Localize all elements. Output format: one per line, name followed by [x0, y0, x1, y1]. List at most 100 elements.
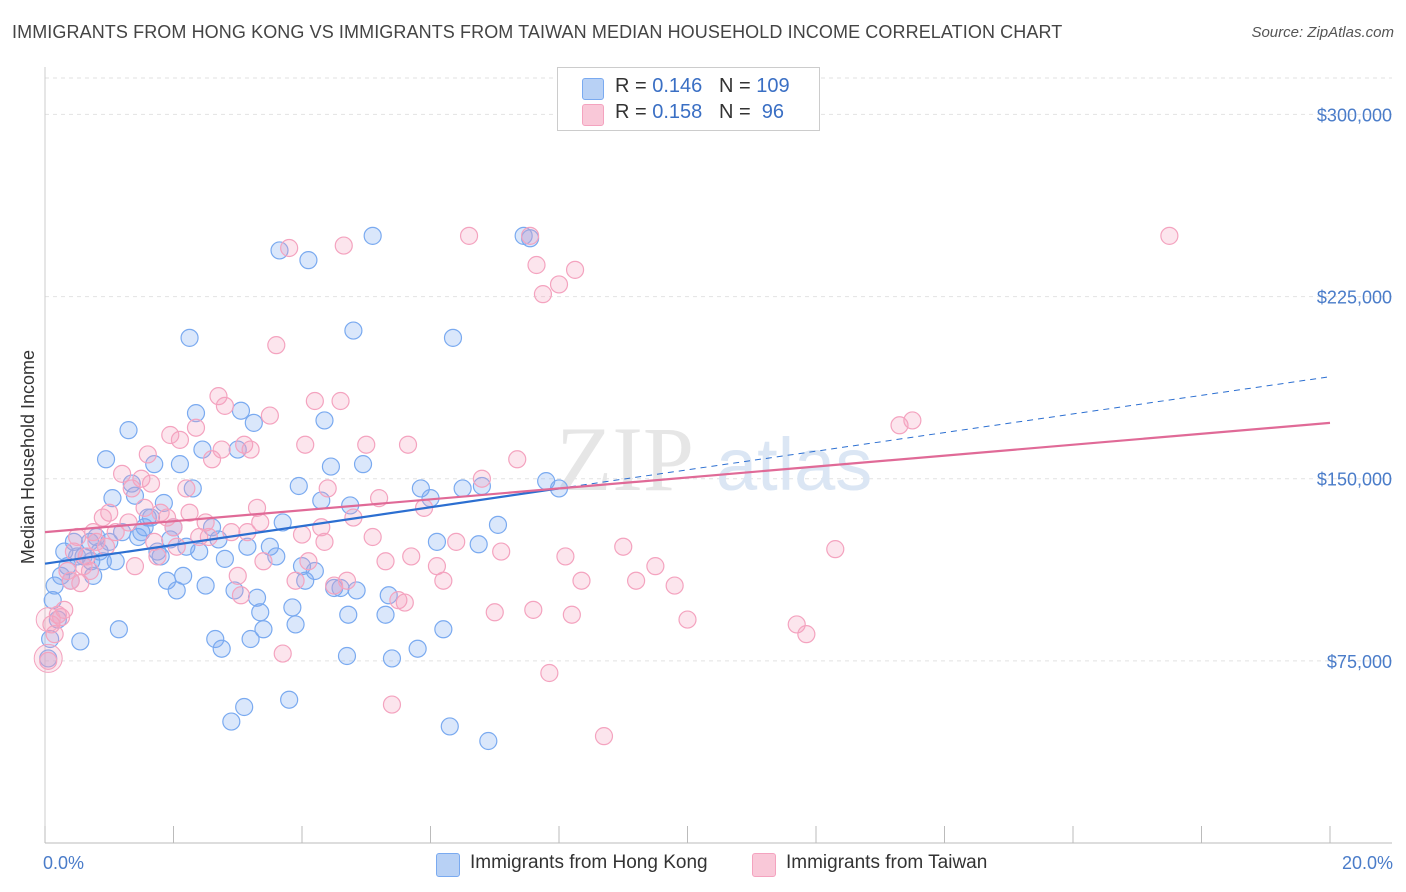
x-tick-label-max: 20.0%	[1342, 853, 1393, 873]
hong-kong-point	[315, 411, 334, 430]
taiwan-point	[665, 576, 684, 595]
taiwan-point	[540, 663, 559, 683]
hong-kong-point	[196, 576, 215, 595]
hong-kong-point	[103, 489, 122, 508]
hong-kong-point	[193, 440, 212, 459]
taiwan-point	[305, 391, 324, 411]
taiwan-point	[251, 513, 270, 532]
hong-kong-point	[408, 639, 427, 658]
hong-kong-point	[280, 690, 299, 709]
taiwan-point	[797, 625, 816, 644]
hong-kong-point	[379, 586, 398, 605]
taiwan-point	[826, 540, 845, 559]
hong-kong-point	[238, 537, 257, 556]
y-tick-label: $150,000	[1317, 470, 1392, 490]
hong-kong-point	[96, 450, 116, 469]
hong-kong-point	[212, 639, 231, 658]
taiwan-point	[119, 513, 138, 532]
taiwan-point	[562, 605, 581, 624]
hong-kong-point	[154, 493, 173, 513]
legend-r-value: 0.146	[652, 75, 703, 97]
taiwan-point	[125, 557, 145, 576]
bottom-legend-label-hong-kong: Immigrants from Hong Kong	[470, 852, 708, 873]
hong-kong-point	[296, 571, 315, 590]
taiwan-point	[678, 610, 697, 629]
taiwan-point	[286, 571, 305, 590]
hong-kong-point	[145, 455, 164, 474]
hong-kong-point	[119, 421, 138, 440]
taiwan-point	[508, 450, 527, 469]
taiwan-point	[315, 532, 334, 551]
hong-kong-point	[109, 620, 128, 639]
taiwan-point	[1160, 226, 1179, 245]
taiwan-point	[556, 547, 575, 566]
taiwan-point	[212, 440, 231, 459]
taiwan-point	[594, 727, 614, 746]
taiwan-point	[215, 396, 234, 415]
chart-title: IMMIGRANTS FROM HONG KONG VS IMMIGRANTS …	[12, 22, 1063, 42]
taiwan-point	[903, 411, 922, 430]
taiwan-point	[787, 615, 806, 634]
taiwan-point	[132, 469, 151, 488]
taiwan-point	[241, 440, 260, 459]
hong-kong-point	[222, 712, 241, 731]
hong-kong-point	[170, 455, 190, 474]
hong-kong-point	[100, 532, 119, 551]
taiwan-point	[492, 542, 511, 561]
legend-r-value: 0.158	[652, 101, 703, 123]
taiwan-point	[395, 593, 414, 612]
taiwan-point	[141, 474, 161, 493]
taiwan-point	[549, 275, 569, 294]
taiwan-point	[138, 445, 157, 464]
taiwan-point	[209, 387, 228, 406]
taiwan-point	[334, 236, 353, 255]
grid-lines	[45, 77, 1392, 662]
x-tick-labels: 0.0% 20.0%	[43, 853, 1393, 873]
bottom-legend-swatch-taiwan	[752, 853, 776, 877]
legend-n-label: N =	[718, 101, 757, 123]
trend-line-taiwan	[44, 421, 1331, 534]
taiwan-point	[39, 651, 58, 670]
hong-kong-point	[339, 605, 358, 624]
taiwan-point	[112, 464, 132, 483]
hong-kong-point	[440, 717, 459, 736]
hong-kong-point	[215, 549, 234, 568]
taiwan-point	[331, 391, 350, 411]
hong-kong-point	[180, 328, 199, 347]
taiwan-point	[318, 479, 337, 498]
taiwan-point	[33, 643, 63, 673]
y-tick-label: $300,000	[1317, 105, 1392, 125]
taiwan-point	[296, 435, 315, 454]
hong-kong-point	[488, 515, 508, 534]
taiwan-point	[106, 523, 125, 542]
watermark-zip: ZIP	[556, 408, 694, 510]
trend-line-hong-kong	[44, 487, 560, 565]
hong-kong-point	[251, 603, 270, 622]
source-label: Source: ZipAtlas.com	[1251, 24, 1394, 41]
taiwan-point	[614, 537, 633, 556]
hong-kong-point	[206, 629, 225, 649]
taiwan-point	[565, 260, 585, 279]
x-tick-label-min: 0.0%	[43, 853, 84, 873]
hong-kong-point	[174, 566, 193, 585]
legend-n-value: 96	[756, 101, 785, 123]
taiwan-point	[148, 547, 167, 566]
taiwan-point	[447, 532, 466, 551]
taiwan-point	[231, 586, 251, 605]
taiwan-point	[180, 503, 199, 522]
legend-swatch-hong-kong	[582, 78, 604, 100]
hong-kong-point	[273, 513, 292, 532]
hong-kong-point	[254, 620, 273, 639]
taiwan-point	[520, 226, 540, 245]
taiwan-point	[382, 695, 402, 714]
hong-kong-point	[363, 226, 382, 245]
y-tick-label: $75,000	[1327, 652, 1392, 672]
hong-kong-point	[353, 455, 373, 474]
taiwan-point	[398, 435, 418, 454]
stats-legend: R = 0.146 N = 109 R = 0.158 N = 96	[557, 67, 820, 131]
taiwan-point	[35, 607, 61, 633]
y-tick-labels: $75,000 $150,000 $225,000 $300,000	[1317, 105, 1392, 671]
y-axis-label: Median Household Income	[18, 350, 38, 564]
taiwan-point	[485, 603, 504, 622]
hong-kong-point	[453, 479, 472, 498]
